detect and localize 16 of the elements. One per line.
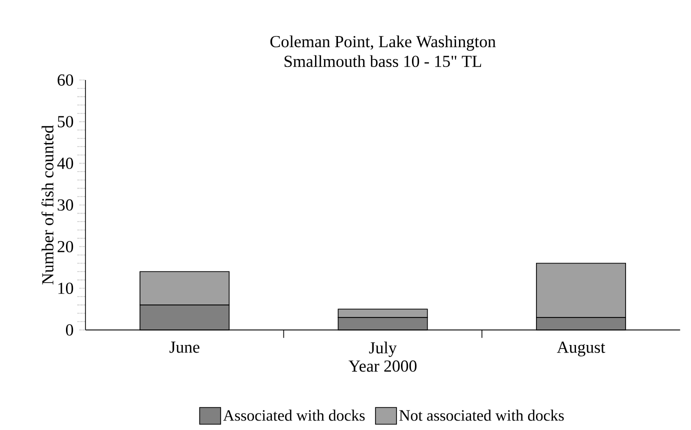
y-tick-label: 30 [58, 199, 74, 211]
legend-label: Not associated with docks [399, 410, 564, 421]
x-axis-title: Year 2000 [348, 360, 417, 372]
x-tick-label: July [369, 342, 397, 358]
chart-title: Coleman Point, Lake Washington [270, 36, 496, 51]
y-tick-label: 40 [57, 158, 74, 170]
chart-subtitle: Smallmouth bass 10 - 15" TL [284, 55, 482, 68]
y-tick-label: 10 [58, 282, 74, 294]
legend-label: Associated with docks [223, 410, 365, 421]
y-tick-label: 0 [66, 324, 74, 336]
y-tick-label: 50 [58, 116, 74, 128]
y-tick-label: 60 [58, 74, 74, 86]
x-tick-label: June [170, 342, 200, 353]
x-tick-label: August [556, 342, 606, 357]
y-axis-title: Number of fish counted [41, 125, 54, 285]
y-tick-label: 20 [58, 241, 74, 252]
